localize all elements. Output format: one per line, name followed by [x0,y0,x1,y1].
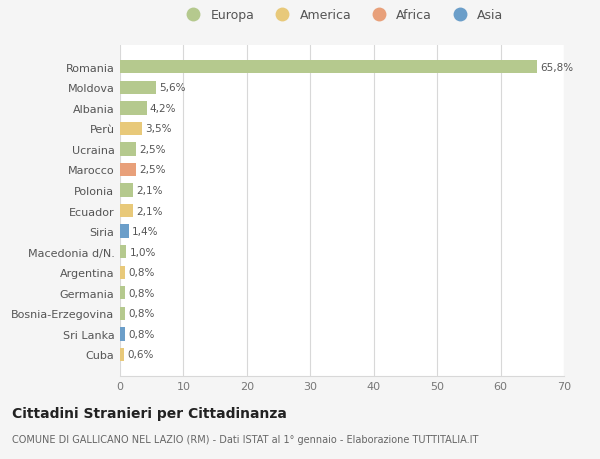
Text: 1,4%: 1,4% [132,227,158,237]
Bar [120,204,133,218]
Text: 0,6%: 0,6% [127,350,154,360]
Text: Cittadini Stranieri per Cittadinanza: Cittadini Stranieri per Cittadinanza [12,406,287,420]
Text: 2,5%: 2,5% [139,165,166,175]
Legend: Europa, America, Africa, Asia: Europa, America, Africa, Asia [181,9,503,22]
Bar [120,81,155,95]
Bar [120,123,142,136]
Text: 2,1%: 2,1% [136,185,163,196]
Text: 0,8%: 0,8% [128,288,155,298]
Text: 5,6%: 5,6% [158,83,185,93]
Bar [120,307,125,320]
Text: 2,5%: 2,5% [139,145,166,155]
Bar [120,286,125,300]
Bar [120,143,136,156]
Bar [120,225,129,238]
Bar [120,348,124,361]
Bar [120,184,133,197]
Text: 0,8%: 0,8% [128,329,155,339]
Text: 2,1%: 2,1% [136,206,163,216]
Text: 1,0%: 1,0% [130,247,156,257]
Bar [120,266,125,280]
Bar [120,102,146,115]
Text: 3,5%: 3,5% [145,124,172,134]
Bar [120,246,127,259]
Text: COMUNE DI GALLICANO NEL LAZIO (RM) - Dati ISTAT al 1° gennaio - Elaborazione TUT: COMUNE DI GALLICANO NEL LAZIO (RM) - Dat… [12,434,478,444]
Bar [120,163,136,177]
Bar [120,61,538,74]
Bar [120,328,125,341]
Text: 0,8%: 0,8% [128,309,155,319]
Text: 0,8%: 0,8% [128,268,155,278]
Text: 65,8%: 65,8% [541,62,574,73]
Text: 4,2%: 4,2% [150,104,176,113]
